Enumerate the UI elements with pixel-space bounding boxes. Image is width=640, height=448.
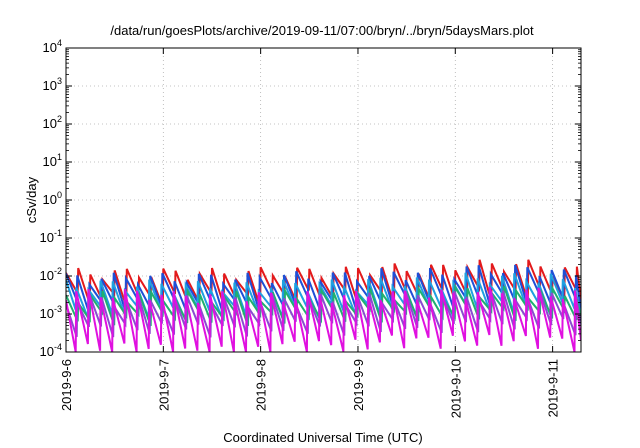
- y-tick-label: 10-2: [40, 266, 62, 283]
- y-tick-label: 101: [43, 152, 62, 169]
- series-group: [66, 259, 581, 352]
- y-tick-label: 103: [43, 76, 62, 93]
- series-line-3: [66, 272, 581, 320]
- series-line-2: [66, 264, 581, 313]
- x-tick-label: 2019-9-6: [59, 359, 74, 411]
- y-tick-label: 10-4: [40, 342, 62, 359]
- y-ticks: 10-4 10-3 10-2 10-1 100 101 102 103 104: [40, 38, 581, 359]
- x-tick-label: 2019-9-9: [351, 359, 366, 411]
- series-line-6: [66, 286, 581, 352]
- x-tick-label: 2019-9-11: [546, 359, 561, 417]
- y-tick-label: 104: [43, 38, 62, 55]
- x-ticks: 2019-9-6 2019-9-7 2019-9-8 2019-9-9 2019-9-1…: [59, 48, 561, 418]
- x-tick-label: 2019-9-7: [156, 359, 171, 411]
- y-tick-label: 10-3: [40, 304, 62, 321]
- x-axis-label: Coordinated Universal Time (UTC): [223, 430, 422, 445]
- grid: [66, 48, 581, 352]
- y-tick-label: 100: [43, 190, 62, 207]
- y-tick-label: 10-1: [40, 228, 62, 245]
- y-tick-label: 102: [43, 114, 62, 131]
- x-tick-label: 2019-9-8: [254, 359, 269, 411]
- series-line-5: [66, 289, 581, 338]
- chart-title: /data/run/goesPlots/archive/2019-09-11/0…: [110, 23, 534, 38]
- y-axis-label: cSv/day: [24, 176, 39, 223]
- x-tick-label: 2019-9-10: [448, 359, 463, 418]
